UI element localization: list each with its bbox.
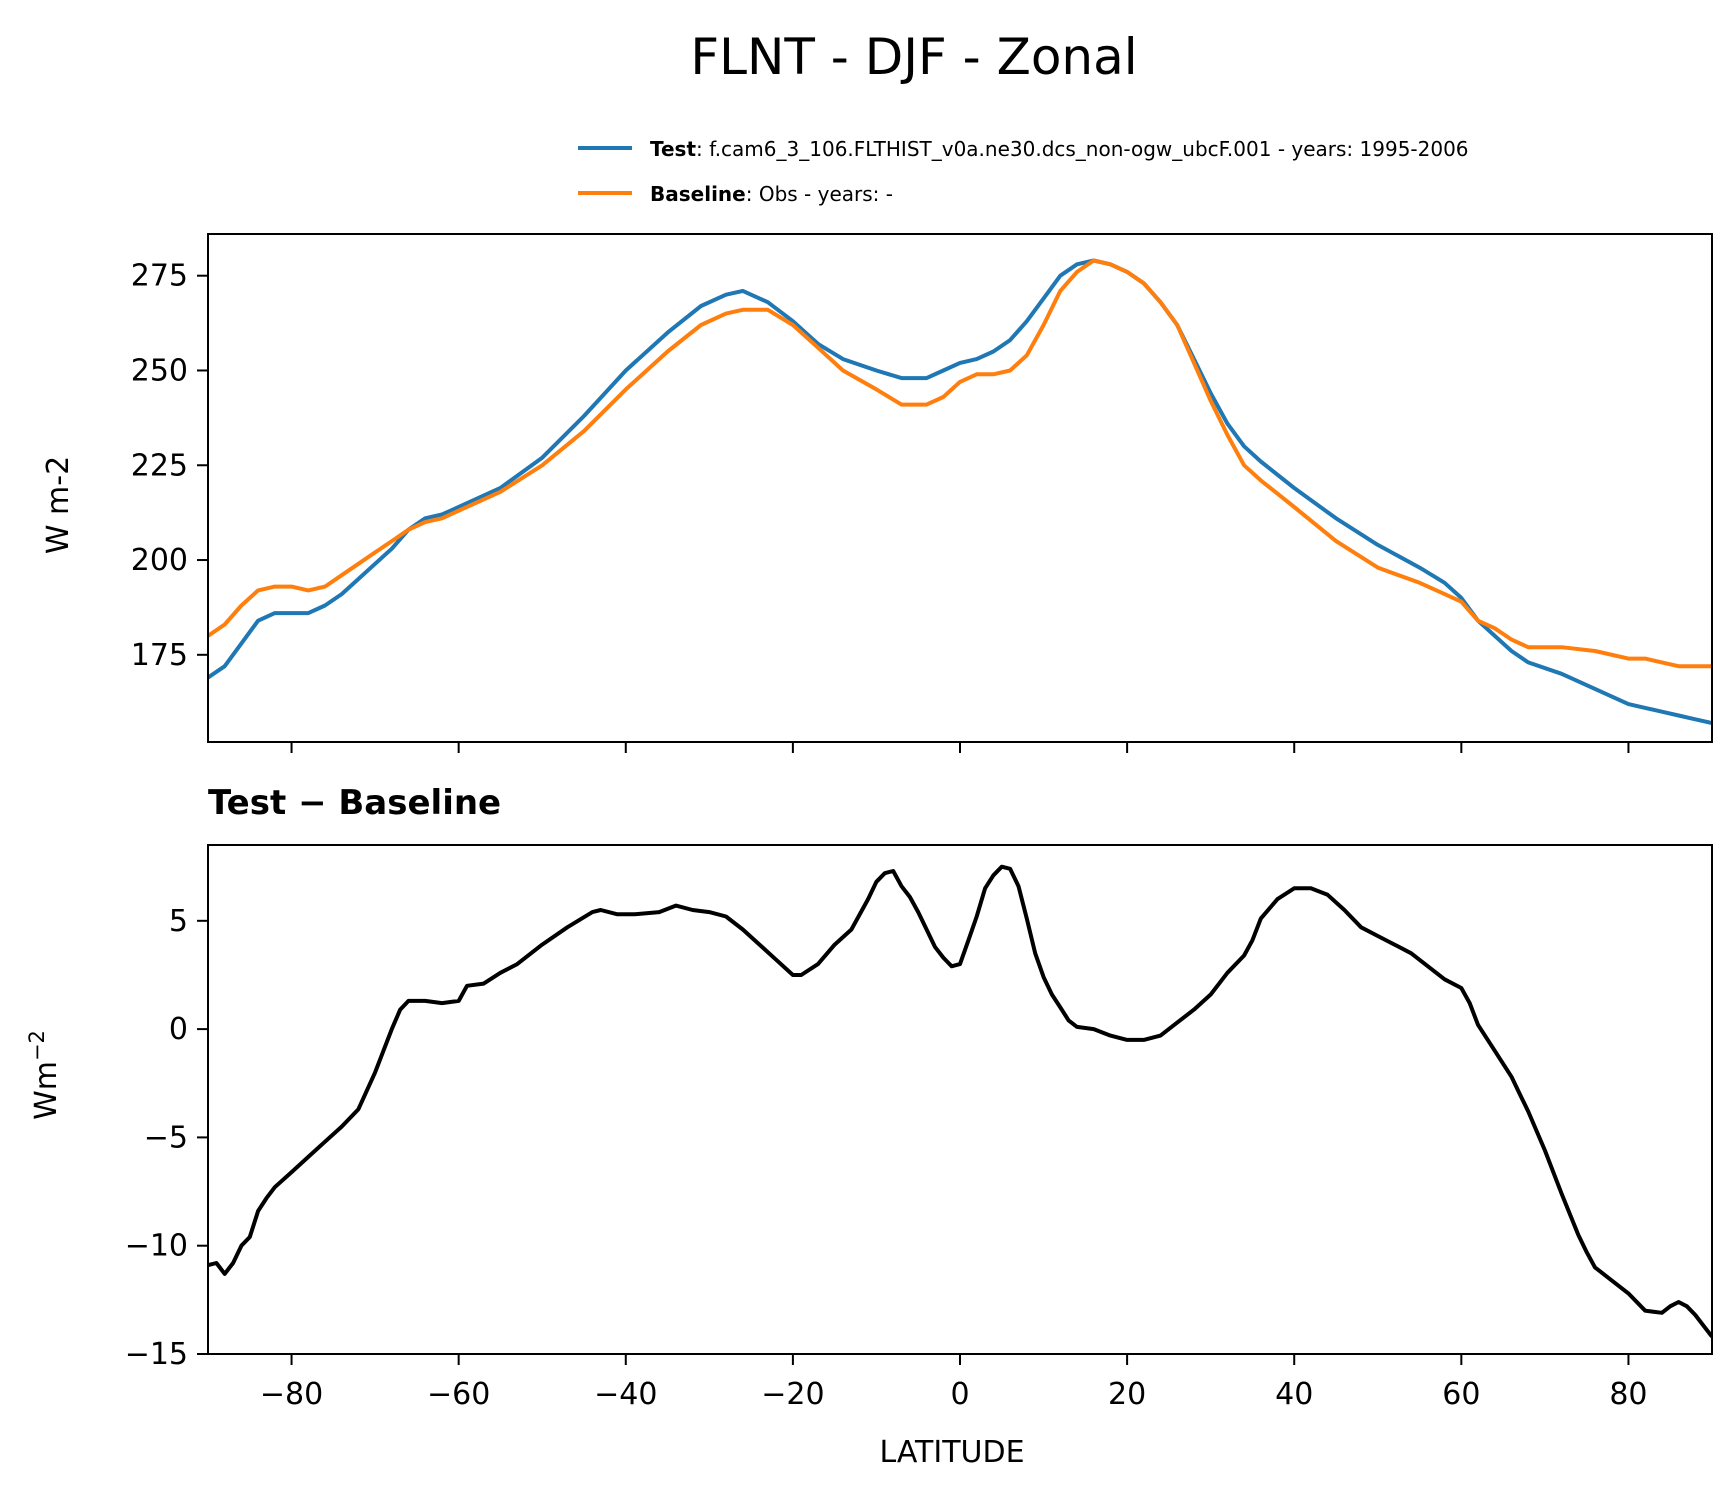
x-tick-label: −60 (427, 1377, 490, 1412)
panel-difference: −80 −60 −40 −20 0 20 40 60 80 −15 −10 −5 0 5 (125, 844, 1713, 1412)
chart-title: FLNT - DJF - Zonal (690, 28, 1137, 86)
top-y-tick-label: 250 (131, 353, 188, 388)
top-plot-frame (207, 233, 1713, 743)
series-line-test (208, 258, 1712, 725)
bottom-y-axis-label-base: Wm (29, 1061, 64, 1120)
x-tick-label: 60 (1442, 1377, 1480, 1412)
bottom-y-tick-label: −10 (125, 1229, 188, 1264)
x-tick-label: 40 (1275, 1377, 1313, 1412)
top-y-tick-label: 225 (131, 448, 188, 483)
bottom-y-tick-label: 0 (169, 1012, 188, 1047)
bottom-y-tick-label: −5 (144, 1120, 188, 1155)
bottom-y-axis-label-exponent: −2 (25, 1030, 49, 1061)
bottom-y-tick-label: 5 (169, 904, 188, 939)
x-tick-label: 80 (1609, 1377, 1647, 1412)
legend-label-baseline-text: : Obs - years: - (746, 182, 893, 206)
legend-label-test-bold: Test (650, 137, 696, 161)
legend: Test: f.cam6_3_106.FLTHIST_v0a.ne30.dcs_… (578, 137, 1469, 206)
panel-absolute-values: 175 200 225 250 275 (131, 233, 1713, 753)
bottom-y-axis-label: Wm−2 (25, 1030, 64, 1120)
x-tick-label: 20 (1108, 1377, 1146, 1412)
x-axis-label: LATITUDE (879, 1435, 1024, 1470)
top-y-axis-label: W m-2 (41, 456, 76, 554)
bottom-plot-frame (207, 844, 1713, 1355)
bottom-y-tick-label: −15 (125, 1337, 188, 1372)
series-line-difference (208, 864, 1712, 1338)
legend-label-baseline-bold: Baseline (650, 182, 746, 206)
x-tick-label: −40 (594, 1377, 657, 1412)
legend-entry-test: Test: f.cam6_3_106.FLTHIST_v0a.ne30.dcs_… (650, 137, 1469, 161)
x-tick-label: 0 (950, 1377, 969, 1412)
top-y-tick-label: 175 (131, 638, 188, 673)
x-tick-label: −80 (260, 1377, 323, 1412)
legend-entry-baseline: Baseline: Obs - years: - (650, 182, 893, 206)
difference-panel-title: Test − Baseline (208, 783, 501, 823)
legend-label-test-text: : f.cam6_3_106.FLTHIST_v0a.ne30.dcs_non-… (696, 137, 1469, 161)
series-line-baseline (208, 258, 1712, 669)
x-tick-label: −20 (761, 1377, 824, 1412)
top-y-tick-label: 275 (131, 259, 188, 294)
top-y-tick-label: 200 (131, 543, 188, 578)
